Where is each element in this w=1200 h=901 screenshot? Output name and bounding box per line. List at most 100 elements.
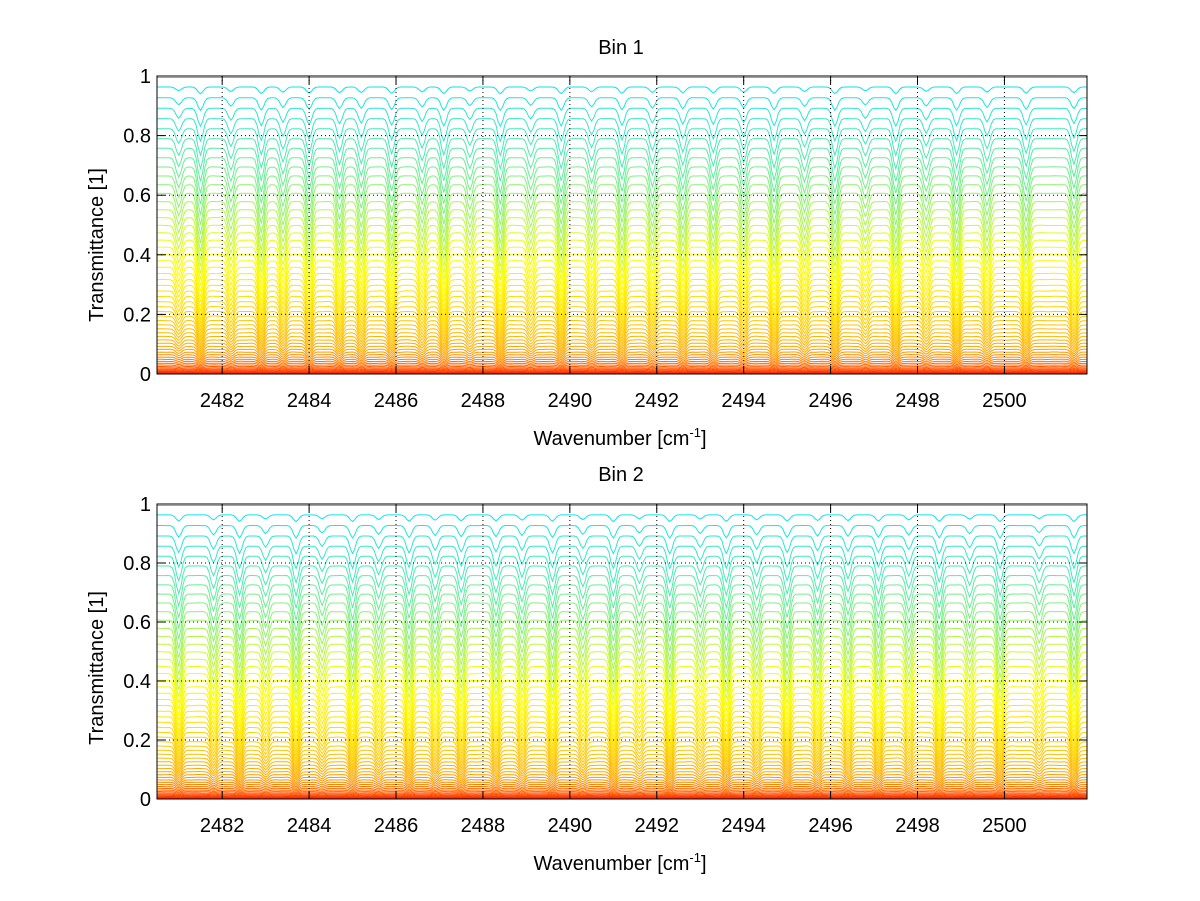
series-line xyxy=(157,790,1087,794)
chart-panel-bin-1: Bin 1 2482 2484 2486 2488 2490 2492 2494 2496 24… xyxy=(86,37,1088,450)
series-line xyxy=(157,369,1087,372)
series-line xyxy=(157,157,1087,194)
series-line xyxy=(157,672,1087,713)
series-line xyxy=(157,792,1087,795)
x-tick-label: 2500 xyxy=(982,390,1027,412)
series-line xyxy=(157,731,1087,758)
series-line xyxy=(157,147,1087,183)
y-tick-label: 1 xyxy=(140,66,151,88)
x-tick-label: 2488 xyxy=(461,815,506,837)
x-axis-label: Wavenumber [cm-1] xyxy=(533,425,706,450)
series-line xyxy=(157,364,1087,368)
series-line xyxy=(157,716,1087,747)
x-tick-label: 2484 xyxy=(287,815,332,837)
series-line xyxy=(157,97,1087,112)
series-line xyxy=(157,290,1087,322)
series-line xyxy=(157,217,1087,260)
plot-area: 2482 2484 2486 2488 2490 2492 2494 2496 2498 2500… xyxy=(123,66,1088,412)
series-line xyxy=(157,166,1087,205)
series-line xyxy=(157,175,1087,216)
series-line xyxy=(157,794,1087,797)
series-line xyxy=(157,776,1087,785)
series-line xyxy=(157,721,1087,751)
series-line xyxy=(157,370,1087,373)
series-line xyxy=(157,278,1087,314)
series-line xyxy=(157,753,1087,771)
series-line xyxy=(157,339,1087,353)
chart-title: Bin 1 xyxy=(598,37,644,59)
series-line xyxy=(157,555,1087,585)
series-line xyxy=(157,319,1087,341)
series-line xyxy=(157,128,1087,158)
x-axis-label-main: Wavenumber [cm xyxy=(533,428,689,450)
series-line xyxy=(157,324,1087,344)
y-tick-label: 1 xyxy=(140,494,151,516)
x-axis-label-superscript: -1 xyxy=(689,425,701,440)
series-line xyxy=(157,315,1087,338)
x-tick-label: 2500 xyxy=(982,815,1027,837)
series-line xyxy=(157,345,1087,356)
series-line xyxy=(157,602,1087,642)
series-line xyxy=(157,749,1087,769)
series-line xyxy=(157,779,1087,787)
series-line xyxy=(157,761,1087,776)
series-line xyxy=(157,686,1087,724)
x-tick-label: 2490 xyxy=(548,815,593,837)
x-tick-label: 2486 xyxy=(374,390,419,412)
series-line xyxy=(157,785,1087,791)
series-line xyxy=(157,328,1087,346)
plot-area: 2482 2484 2486 2488 2490 2492 2494 2496 2498 2500… xyxy=(123,494,1088,837)
series-line xyxy=(157,358,1087,364)
series-line xyxy=(157,300,1087,329)
series-line xyxy=(157,710,1087,744)
series-line xyxy=(157,665,1087,707)
series-line xyxy=(157,627,1087,670)
series-line xyxy=(157,365,1087,369)
series-line xyxy=(157,356,1087,363)
series-line xyxy=(157,643,1087,686)
series-line xyxy=(157,224,1087,267)
series-line xyxy=(157,360,1087,366)
series-line xyxy=(157,593,1087,632)
series-line xyxy=(157,698,1087,733)
x-axis-label: Wavenumber [cm-1] xyxy=(533,850,706,875)
x-tick-label: 2484 xyxy=(287,390,332,412)
series-line xyxy=(157,795,1087,798)
series-line xyxy=(157,757,1087,774)
y-tick-label: 0 xyxy=(140,364,151,386)
series-line xyxy=(157,184,1087,226)
x-tick-label: 2482 xyxy=(200,390,245,412)
series-line xyxy=(157,658,1087,700)
series-line xyxy=(157,635,1087,678)
series-line xyxy=(157,787,1087,792)
y-tick-label: 0.8 xyxy=(123,126,151,148)
series-line xyxy=(157,565,1087,598)
series-line xyxy=(157,348,1087,358)
series-line xyxy=(157,118,1087,143)
series-line xyxy=(157,535,1087,556)
series-line xyxy=(157,692,1087,729)
series-line xyxy=(157,745,1087,766)
series-line xyxy=(157,192,1087,235)
x-tick-label: 2494 xyxy=(721,815,766,837)
series-line xyxy=(157,789,1087,793)
x-tick-label: 2498 xyxy=(895,815,940,837)
x-tick-label: 2492 xyxy=(635,815,680,837)
x-tick-label: 2488 xyxy=(461,390,506,412)
x-tick-label: 2494 xyxy=(721,390,766,412)
series-line xyxy=(157,260,1087,298)
x-tick-label: 2492 xyxy=(635,390,680,412)
series-line xyxy=(157,610,1087,652)
series-line xyxy=(157,86,1087,95)
series-line xyxy=(157,362,1087,367)
y-tick-label: 0.4 xyxy=(123,245,151,267)
x-tick-label: 2490 xyxy=(548,390,593,412)
series-line xyxy=(157,107,1087,128)
series-line xyxy=(157,266,1087,303)
series-line xyxy=(157,332,1087,348)
spectra-group xyxy=(157,505,1087,799)
series-line xyxy=(157,584,1087,621)
series-line xyxy=(157,736,1087,761)
series-line xyxy=(157,239,1087,281)
